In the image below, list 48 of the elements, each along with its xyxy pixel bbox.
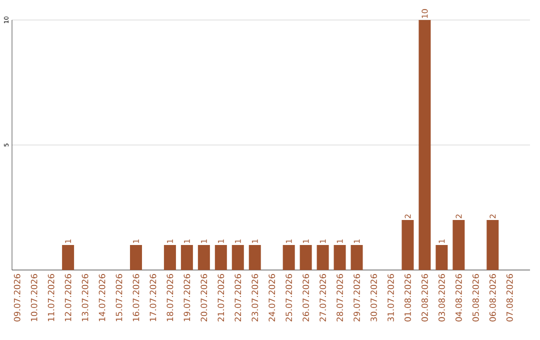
x-tick-label: 21.07.2026 — [218, 274, 224, 322]
bar — [232, 245, 244, 270]
x-tick-label: 12.07.2026 — [64, 274, 72, 322]
bar — [436, 245, 448, 270]
x-tick-label: 30.07.2026 — [370, 274, 377, 322]
bar — [282, 245, 295, 270]
x-tick-label: 16.07.2026 — [132, 274, 140, 322]
x-tick-label: 01.08.2026 — [404, 274, 411, 322]
x-tick-label: 26.07.2026 — [302, 274, 310, 322]
bar — [418, 20, 431, 270]
x-tick-label: 02.08.2026 — [422, 274, 428, 322]
x-tick-label: 27.07.2026 — [320, 274, 326, 322]
x-tick-label: 29.07.2026 — [354, 274, 360, 322]
x-tick-label: 06.08.2026 — [489, 274, 496, 322]
x-tick-label: 15.07.2026 — [116, 274, 122, 322]
bar — [214, 245, 227, 270]
bar — [350, 245, 363, 270]
x-tick-label: 04.08.2026 — [455, 274, 462, 322]
x-tick-label: 22.07.2026 — [234, 274, 242, 322]
x-tick-label: 09.07.2026 — [14, 274, 20, 322]
x-tick-label: 25.07.2026 — [286, 274, 292, 322]
x-tick-label: 17.07.2026 — [150, 274, 156, 322]
bar — [402, 220, 414, 270]
x-tick-label: 18.07.2026 — [166, 274, 174, 322]
bar — [486, 220, 499, 270]
bar — [180, 245, 193, 270]
x-tick-label: 10.07.2026 — [30, 274, 38, 322]
x-tick-label: 19.07.2026 — [184, 274, 190, 322]
x-tick-label: 28.07.2026 — [336, 274, 343, 322]
bar — [334, 245, 346, 270]
bar — [300, 245, 312, 270]
x-tick-label: 13.07.2026 — [82, 274, 88, 322]
bar — [248, 245, 261, 270]
x-tick-label: 14.07.2026 — [98, 274, 106, 322]
x-tick-label: 03.08.2026 — [438, 274, 445, 322]
bar — [452, 220, 465, 270]
x-tick-label: 24.07.2026 — [268, 274, 276, 322]
x-tick-label: 05.08.2026 — [472, 274, 479, 322]
bar — [130, 245, 142, 270]
bar — [198, 245, 210, 270]
bar — [316, 245, 329, 270]
x-tick-label: 31.07.2026 — [388, 274, 394, 322]
x-tick-label: 23.07.2026 — [252, 274, 258, 322]
bar — [164, 245, 176, 270]
x-tick-label: 20.07.2026 — [200, 274, 208, 322]
bar — [62, 245, 74, 270]
x-tick-label: 07.08.2026 — [506, 274, 513, 322]
x-tick-label: 11.07.2026 — [48, 274, 54, 322]
